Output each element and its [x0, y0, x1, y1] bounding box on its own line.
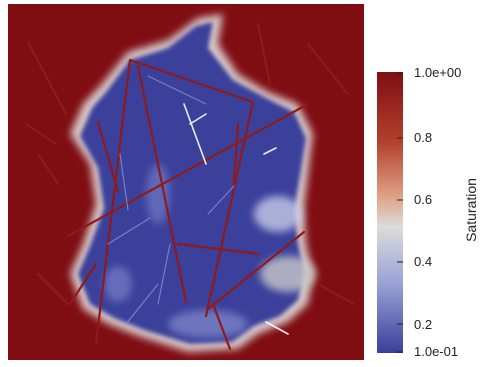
fracture-line [36, 152, 60, 186]
fracture-line [232, 122, 240, 186]
fracture-line [24, 122, 58, 146]
fracture-line [157, 243, 171, 305]
fracture-line [183, 103, 207, 165]
fracture-line [265, 321, 289, 335]
fracture-line [119, 153, 129, 211]
colorbar-tick-label: 0.4 [414, 254, 433, 269]
colorbar-title: Saturation [463, 178, 479, 242]
colorbar [377, 72, 403, 353]
fracture-line [316, 282, 356, 306]
colorbar-tick-label: 1.0e-01 [414, 344, 459, 359]
fracture-line [66, 102, 310, 238]
colorbar-tick-label: 0.8 [414, 130, 433, 145]
low-saturation-region [78, 22, 306, 344]
fracture-line [306, 42, 350, 96]
fracture-line [189, 113, 207, 125]
fracture-line [68, 262, 98, 306]
colorbar-tick-label: 0.2 [414, 317, 433, 332]
saturation-field [8, 4, 364, 360]
fracture-line [36, 272, 70, 306]
fracture-line [26, 40, 68, 116]
colorbar-tick-label: 0.6 [414, 192, 433, 207]
fracture-network [24, 22, 356, 351]
colorbar-gradient [377, 72, 403, 353]
fracture-line [96, 120, 120, 194]
light-fractures [183, 103, 289, 335]
fracture-line [94, 58, 132, 346]
fracture-line [263, 147, 277, 155]
fracture-line [147, 75, 207, 105]
intermediate-saturation-zones [104, 164, 316, 338]
fracture-line [125, 283, 159, 325]
colorbar-tick-label: 1.0e+00 [414, 65, 462, 80]
fracture-line [107, 217, 151, 245]
fracture-line [207, 185, 235, 215]
fracture-line [206, 230, 306, 311]
fracture-line [211, 302, 232, 351]
fracture-line [256, 22, 272, 86]
faint-fractures [107, 75, 235, 325]
fracture-line [176, 242, 260, 256]
fracture-line [128, 58, 255, 104]
